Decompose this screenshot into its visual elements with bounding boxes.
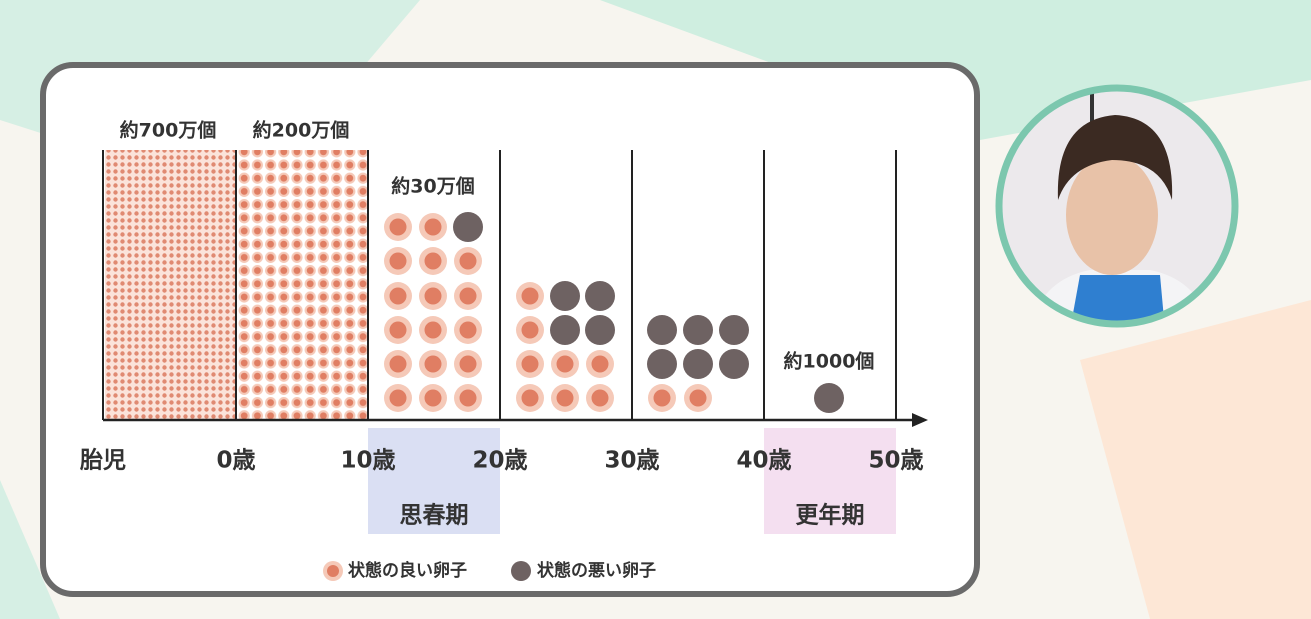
axis-label: 50歳 bbox=[868, 448, 923, 474]
axis-label: 20歳 bbox=[472, 448, 527, 474]
period-box bbox=[764, 428, 896, 534]
good-egg bbox=[459, 252, 477, 270]
good-egg bbox=[389, 389, 407, 407]
axis-label: 40歳 bbox=[736, 448, 791, 474]
egg-mass bbox=[238, 150, 367, 420]
bad-egg bbox=[453, 212, 483, 242]
good-egg bbox=[591, 355, 609, 373]
bad-egg bbox=[647, 315, 677, 345]
bg-shape bbox=[1080, 300, 1311, 619]
axis-label: 0歳 bbox=[216, 448, 255, 474]
good-egg bbox=[424, 321, 442, 339]
good-egg bbox=[424, 355, 442, 373]
axis-label: 10歳 bbox=[340, 448, 395, 474]
count-label: 約1000個 bbox=[784, 350, 875, 373]
good-egg bbox=[521, 355, 539, 373]
good-egg bbox=[389, 218, 407, 236]
good-egg bbox=[689, 389, 707, 407]
legend-swatch bbox=[511, 561, 531, 581]
bad-egg bbox=[585, 315, 615, 345]
legend-swatch bbox=[327, 565, 339, 577]
bad-egg bbox=[550, 315, 580, 345]
good-egg bbox=[389, 321, 407, 339]
good-egg bbox=[521, 389, 539, 407]
bad-egg bbox=[719, 349, 749, 379]
good-egg bbox=[424, 218, 442, 236]
count-label: 約200万個 bbox=[253, 119, 350, 142]
good-egg bbox=[459, 389, 477, 407]
legend-label: 状態の悪い卵子 bbox=[537, 560, 656, 581]
good-egg bbox=[521, 321, 539, 339]
good-egg bbox=[459, 355, 477, 373]
good-egg bbox=[653, 389, 671, 407]
bad-egg bbox=[585, 281, 615, 311]
good-egg bbox=[459, 321, 477, 339]
good-egg bbox=[556, 389, 574, 407]
good-egg bbox=[389, 252, 407, 270]
good-egg bbox=[424, 287, 442, 305]
axis-arrow bbox=[912, 413, 928, 427]
bad-egg bbox=[814, 383, 844, 413]
good-egg bbox=[521, 287, 539, 305]
good-egg bbox=[424, 389, 442, 407]
good-egg bbox=[591, 389, 609, 407]
period-box bbox=[368, 428, 500, 534]
bad-egg bbox=[550, 281, 580, 311]
axis-label: 胎児 bbox=[80, 447, 126, 474]
good-egg bbox=[424, 252, 442, 270]
egg-dots bbox=[384, 212, 844, 413]
bad-egg bbox=[683, 315, 713, 345]
count-label: 約30万個 bbox=[391, 175, 474, 198]
legend-label: 状態の良い卵子 bbox=[348, 560, 467, 581]
bad-egg bbox=[719, 315, 749, 345]
good-egg bbox=[556, 355, 574, 373]
good-egg bbox=[459, 287, 477, 305]
webcam-video bbox=[999, 88, 1235, 324]
good-egg bbox=[389, 287, 407, 305]
count-label: 約700万個 bbox=[120, 119, 217, 142]
bad-egg bbox=[647, 349, 677, 379]
bad-egg bbox=[683, 349, 713, 379]
good-egg bbox=[389, 355, 407, 373]
egg-mass bbox=[105, 150, 235, 420]
webcam-frame bbox=[995, 84, 1239, 328]
period-label: 更年期 bbox=[796, 502, 865, 529]
period-label: 思春期 bbox=[400, 503, 469, 529]
axis-label: 30歳 bbox=[604, 448, 659, 474]
dividers bbox=[102, 150, 897, 420]
bg-shape bbox=[0, 480, 60, 619]
